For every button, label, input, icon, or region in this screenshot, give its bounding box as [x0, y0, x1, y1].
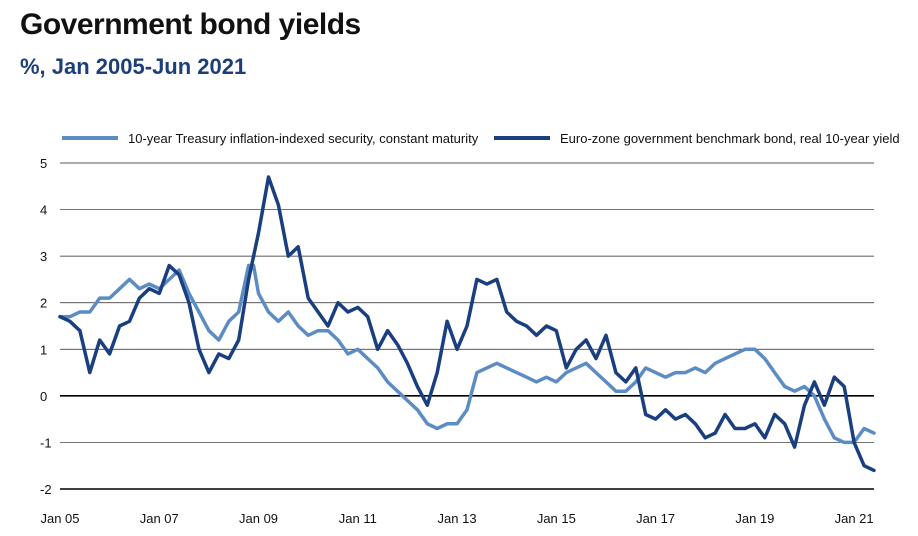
- y-tick-label: 2: [40, 296, 47, 311]
- x-tick-label: Jan 05: [40, 511, 79, 526]
- y-tick-label: 1: [40, 342, 47, 357]
- x-tick-label: Jan 15: [537, 511, 576, 526]
- x-tick-label: Jan 13: [438, 511, 477, 526]
- y-tick-label: 3: [40, 249, 47, 264]
- x-tick-label: Jan 09: [239, 511, 278, 526]
- x-tick-label: Jan 21: [835, 511, 874, 526]
- x-tick-label: Jan 07: [140, 511, 179, 526]
- y-tick-label: -2: [40, 482, 52, 497]
- x-axis-ticks: Jan 05 Jan 07 Jan 09 Jan 11 Jan 13 Jan 15 Jan …: [40, 511, 873, 526]
- y-tick-label: 4: [40, 203, 47, 218]
- y-tick-label: 5: [40, 156, 47, 171]
- series-line-eurozone: [58, 175, 876, 473]
- y-tick-label: 0: [40, 389, 47, 404]
- plot-series: [58, 175, 876, 473]
- x-tick-label: Jan 19: [735, 511, 774, 526]
- chart-title: Government bond yields: [20, 8, 361, 41]
- chart-subtitle: %, Jan 2005-Jun 2021: [20, 54, 247, 79]
- x-tick-label: Jan 17: [636, 511, 675, 526]
- legend-label-us-tips: 10-year Treasury inflation-indexed secur…: [128, 131, 479, 146]
- legend: 10-year Treasury inflation-indexed secur…: [62, 131, 900, 146]
- series-line-us-tips: [58, 263, 876, 445]
- x-tick-label: Jan 11: [339, 511, 377, 526]
- legend-label-eurozone: Euro-zone government benchmark bond, rea…: [560, 131, 900, 146]
- y-axis-ticks: 5 4 3 2 1 0 -1 -2: [40, 156, 52, 497]
- y-tick-label: -1: [40, 435, 52, 450]
